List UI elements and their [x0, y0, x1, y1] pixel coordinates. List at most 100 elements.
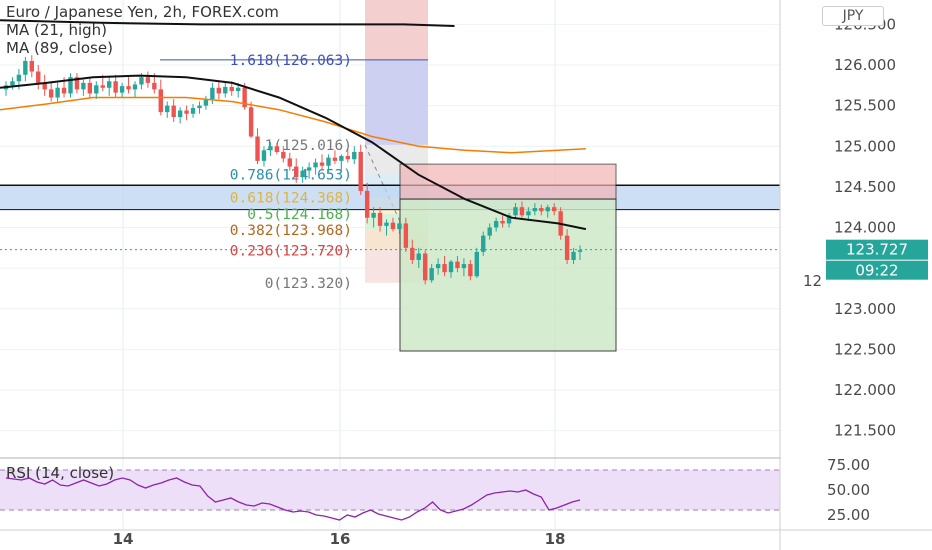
candle-body — [306, 167, 312, 171]
candle-body — [255, 136, 260, 161]
candle-body — [552, 207, 557, 212]
candle-body — [177, 110, 183, 117]
candle-body — [564, 235, 570, 260]
candle-body — [390, 222, 396, 230]
candle-body — [403, 223, 409, 248]
candle-body — [332, 157, 338, 161]
candle-body — [23, 60, 28, 75]
currency-badge[interactable]: JPY — [822, 6, 884, 26]
candle-body — [210, 87, 215, 100]
symbol-title[interactable]: Euro / Japanese Yen, 2h, FOREX.com — [6, 3, 279, 21]
price-tick-partial: 12 — [803, 272, 822, 290]
candle-body — [203, 99, 209, 106]
candle-body — [274, 146, 280, 152]
candle-body — [506, 215, 512, 224]
fib-band-0 — [365, 59, 428, 145]
candle-body — [261, 150, 267, 161]
candle-body — [48, 89, 54, 98]
candle-body — [126, 86, 131, 90]
stop-loss-zone — [399, 163, 617, 200]
fib-label: 0.786(124.653) — [230, 167, 352, 183]
resistance-zone — [0, 185, 780, 210]
candle-body — [223, 86, 228, 94]
candle-body — [513, 207, 518, 216]
fib-and-position-zones: 1.618(126.063) 1(125.016) 0.786(124.653) 0.… — [0, 0, 780, 352]
price-tick-label: 125.000 — [834, 137, 896, 155]
rsi-tick-label: 50.00 — [827, 481, 870, 499]
price-tick-label: 122.000 — [834, 381, 896, 399]
candle-body — [455, 261, 460, 269]
candle-body — [16, 74, 22, 82]
candle-body — [152, 82, 157, 90]
candle-body — [68, 77, 73, 94]
candle-body — [435, 264, 441, 269]
last-price-badge — [826, 239, 928, 260]
candle-body — [313, 162, 318, 168]
candle-body — [429, 268, 434, 281]
rsi-pane — [0, 457, 932, 521]
rsi-legend[interactable]: RSI (14, close) — [6, 464, 115, 482]
candle-body — [61, 87, 67, 94]
price-tick-label: 124.500 — [834, 178, 896, 196]
rsi-tick-label: 25.00 — [827, 506, 870, 524]
ma21-top-line — [0, 19, 455, 27]
fib-trend-line — [364, 144, 429, 283]
candle-body — [571, 251, 576, 260]
fib-label: 1(125.016) — [265, 138, 352, 154]
candle-body — [339, 156, 344, 161]
candle-body — [526, 211, 531, 216]
candle-body — [145, 77, 151, 83]
fib-label: 0.618(124.368) — [230, 191, 352, 207]
price-tick-label: 125.500 — [834, 97, 896, 115]
candle-body — [519, 207, 525, 216]
candle-body — [345, 156, 351, 160]
candle-body — [248, 107, 254, 137]
candle-body — [448, 261, 454, 273]
candle-body — [377, 212, 383, 226]
countdown-value: 09:22 — [855, 262, 898, 280]
fib-label: 0(123.320) — [265, 276, 352, 292]
price-tick-label: 121.500 — [834, 422, 896, 440]
candle-body — [532, 208, 538, 212]
candle-body — [113, 81, 118, 93]
candle-body — [577, 250, 583, 252]
price-tick-label: 122.500 — [834, 340, 896, 358]
last-price-value: 123.727 — [846, 241, 908, 259]
price-tick-label: 124.000 — [834, 219, 896, 237]
fib-label: 0.382(123.968) — [230, 223, 352, 239]
candlestick-series — [3, 55, 583, 285]
candle-body — [539, 208, 544, 212]
candle-body — [165, 105, 170, 113]
candle-body — [100, 85, 105, 88]
time-tick-label: 14 — [113, 530, 134, 548]
candle-body — [268, 146, 273, 151]
candle-body — [500, 221, 505, 224]
candle-body — [171, 105, 176, 117]
candle-body — [287, 158, 292, 167]
candle-body — [74, 77, 80, 90]
candle-body — [300, 170, 305, 178]
candle-body — [493, 221, 499, 228]
ma21-line — [0, 74, 587, 231]
candle-body — [184, 110, 189, 114]
candle-body — [352, 151, 357, 160]
candle-body — [106, 81, 112, 88]
candle-body — [94, 85, 99, 94]
moving-averages — [0, 19, 780, 251]
candle-body — [487, 227, 492, 236]
candle-body — [410, 247, 415, 260]
candle-body — [29, 60, 34, 72]
ma21-legend[interactable]: MA (21, high) — [6, 21, 108, 39]
candle-body — [197, 105, 202, 109]
candle-body — [326, 157, 331, 166]
candle-body — [371, 212, 376, 218]
candle-body — [119, 86, 125, 93]
ma89-legend[interactable]: MA (89, close) — [6, 39, 113, 57]
candle-body — [229, 86, 234, 91]
countdown-badge — [826, 260, 928, 280]
candle-body — [242, 87, 247, 108]
fib-label: 0.5(124.168) — [247, 207, 352, 223]
candle-body — [81, 82, 86, 90]
price-tick-label: 126.000 — [834, 56, 896, 74]
